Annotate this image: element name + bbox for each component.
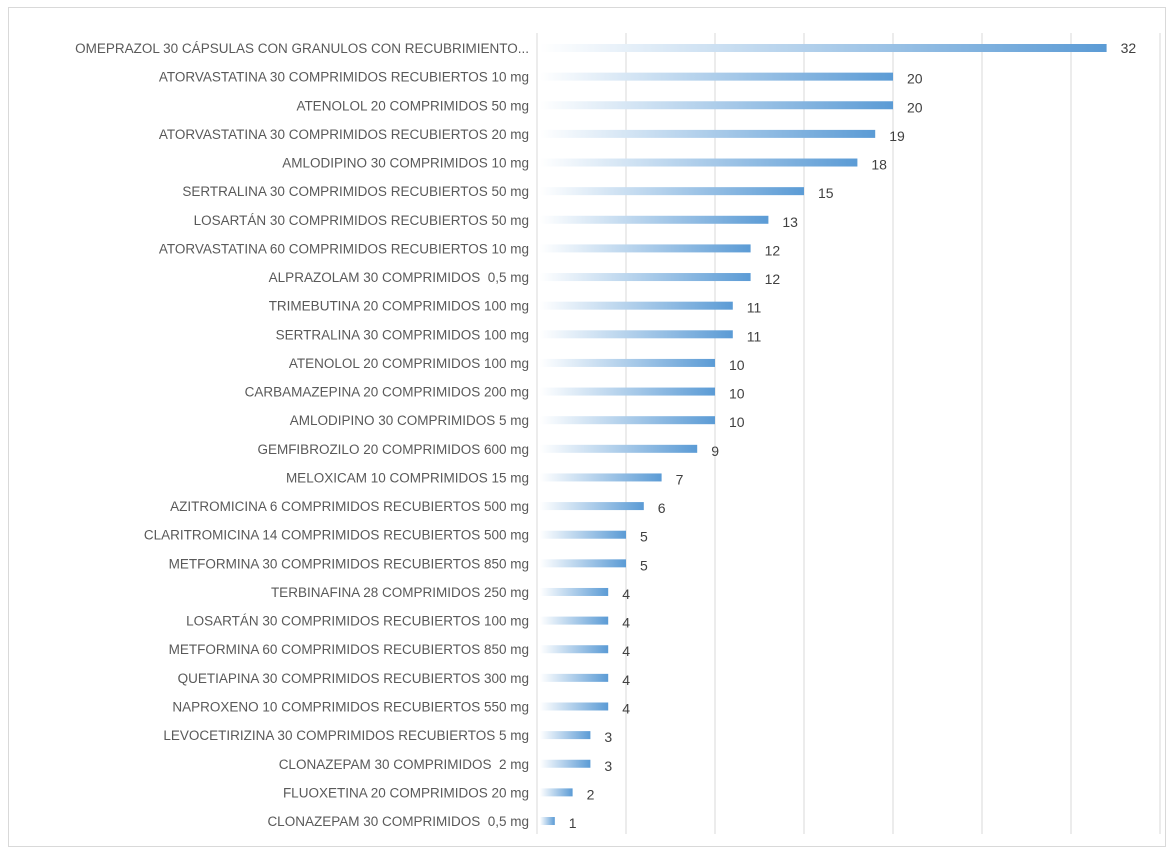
- data-label: 15: [818, 185, 834, 201]
- category-label: ALPRAZOLAM 30 COMPRIMIDOS 0,5 mg: [269, 270, 529, 285]
- data-label: 11: [747, 328, 762, 344]
- category-label: GEMFIBROZILO 20 COMPRIMIDOS 600 mg: [257, 442, 529, 457]
- bars: [540, 44, 1107, 826]
- data-label: 6: [658, 500, 666, 516]
- category-label: SERTRALINA 30 COMPRIMIDOS 100 mg: [276, 327, 529, 342]
- bar: [540, 702, 609, 711]
- data-label: 2: [587, 786, 595, 802]
- bar: [540, 530, 626, 539]
- category-labels: OMEPRAZOL 30 CÁPSULAS CON GRANULOS CON R…: [75, 41, 529, 829]
- category-label: FLUOXETINA 20 COMPRIMIDOS 20 mg: [283, 785, 529, 800]
- bar: [540, 387, 715, 396]
- data-label: 4: [622, 700, 630, 716]
- bar: [540, 330, 733, 339]
- bar: [540, 215, 769, 224]
- category-label: TERBINAFINA 28 COMPRIMIDOS 250 mg: [271, 585, 529, 600]
- category-label: CLONAZEPAM 30 COMPRIMIDOS 2 mg: [279, 757, 529, 772]
- bar: [540, 788, 573, 797]
- category-label: ATENOLOL 20 COMPRIMIDOS 100 mg: [289, 356, 529, 371]
- data-label: 4: [622, 643, 630, 659]
- data-label: 4: [622, 615, 630, 631]
- category-label: SERTRALINA 30 COMPRIMIDOS RECUBIERTOS 50…: [182, 184, 529, 199]
- bar: [540, 187, 804, 196]
- data-label: 5: [640, 529, 648, 545]
- data-label: 5: [640, 557, 648, 573]
- category-label: CLARITROMICINA 14 COMPRIMIDOS RECUBIERTO…: [144, 528, 529, 543]
- data-label: 9: [711, 443, 719, 459]
- data-label: 20: [907, 99, 923, 115]
- category-label: AMLODIPINO 30 COMPRIMIDOS 5 mg: [290, 413, 529, 428]
- bar: [540, 244, 751, 253]
- data-label: 13: [782, 214, 798, 230]
- bar: [540, 473, 662, 482]
- category-label: AMLODIPINO 30 COMPRIMIDOS 10 mg: [282, 156, 529, 171]
- category-label: CLONAZEPAM 30 COMPRIMIDOS 0,5 mg: [267, 814, 529, 829]
- bar: [540, 587, 609, 596]
- category-label: MELOXICAM 10 COMPRIMIDOS 15 mg: [286, 470, 529, 485]
- category-label: LEVOCETIRIZINA 30 COMPRIMIDOS RECUBIERTO…: [163, 728, 529, 743]
- data-labels: 3220201918151312121111101010976554444433…: [569, 40, 1137, 831]
- category-label: CARBAMAZEPINA 20 COMPRIMIDOS 200 mg: [245, 385, 529, 400]
- bar: [540, 731, 591, 740]
- category-label: METFORMINA 30 COMPRIMIDOS RECUBIERTOS 85…: [169, 556, 529, 571]
- bar: [540, 101, 893, 110]
- data-label: 11: [747, 300, 762, 316]
- data-label: 4: [622, 586, 630, 602]
- data-label: 4: [622, 672, 630, 688]
- bar: [540, 158, 858, 167]
- category-label: LOSARTÁN 30 COMPRIMIDOS RECUBIERTOS 50 m…: [194, 213, 529, 228]
- data-label: 1: [569, 815, 577, 831]
- data-label: 12: [765, 242, 781, 258]
- bar: [540, 502, 644, 511]
- data-label: 19: [889, 128, 905, 144]
- category-label: ATORVASTATINA 30 COMPRIMIDOS RECUBIERTOS…: [159, 70, 529, 85]
- data-label: 10: [729, 357, 745, 373]
- category-label: ATENOLOL 20 COMPRIMIDOS 50 mg: [296, 98, 529, 113]
- bar: [540, 759, 591, 768]
- bar: [540, 44, 1107, 52]
- bar: [540, 416, 715, 425]
- bar: [540, 673, 609, 682]
- category-label: NAPROXENO 10 COMPRIMIDOS RECUBIERTOS 550…: [172, 699, 529, 714]
- bar: [540, 645, 609, 654]
- category-label: AZITROMICINA 6 COMPRIMIDOS RECUBIERTOS 5…: [170, 499, 529, 514]
- data-label: 10: [729, 414, 745, 430]
- category-label: LOSARTÁN 30 COMPRIMIDOS RECUBIERTOS 100 …: [186, 614, 529, 629]
- category-label: ATORVASTATINA 60 COMPRIMIDOS RECUBIERTOS…: [159, 241, 529, 256]
- bar: [540, 817, 555, 826]
- data-label: 12: [765, 271, 781, 287]
- category-label: OMEPRAZOL 30 CÁPSULAS CON GRANULOS CON R…: [75, 41, 529, 56]
- data-label: 7: [676, 471, 684, 487]
- bar: [540, 72, 893, 81]
- bar: [540, 616, 609, 625]
- category-label: TRIMEBUTINA 20 COMPRIMIDOS 100 mg: [269, 299, 529, 314]
- data-label: 20: [907, 71, 923, 87]
- data-label: 18: [871, 157, 887, 173]
- bar: [540, 301, 733, 310]
- bar: [540, 358, 715, 367]
- bar: [540, 444, 698, 453]
- bar: [540, 129, 876, 138]
- data-label: 32: [1121, 40, 1137, 56]
- bar: [540, 273, 751, 282]
- data-label: 3: [604, 758, 612, 774]
- category-label: ATORVASTATINA 30 COMPRIMIDOS RECUBIERTOS…: [159, 127, 529, 142]
- category-label: METFORMINA 60 COMPRIMIDOS RECUBIERTOS 85…: [169, 642, 529, 657]
- data-label: 3: [604, 729, 612, 745]
- category-label: QUETIAPINA 30 COMPRIMIDOS RECUBIERTOS 30…: [178, 671, 529, 686]
- data-label: 10: [729, 386, 745, 402]
- bar: [540, 559, 626, 568]
- gridlines: [536, 33, 1161, 834]
